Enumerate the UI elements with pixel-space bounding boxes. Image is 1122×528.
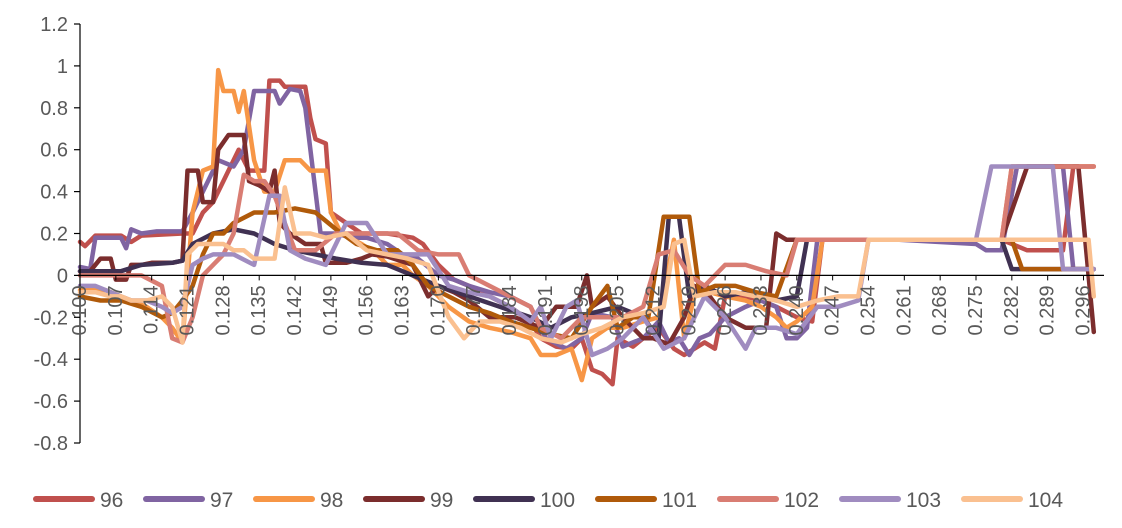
x-tick-label: 0.156 [356,285,378,335]
x-tick-label: 0.198 [571,285,593,335]
x-tick-label: 0.100 [69,285,91,335]
y-tick-label: -0.8 [34,433,68,455]
x-tick-label: 0.149 [320,285,342,335]
plot-area [77,67,1097,387]
x-tick-label: 0.296 [1073,285,1095,335]
x-tick-label: 0.275 [965,285,987,335]
x-tick-label: 0.219 [678,285,700,335]
x-tick-label: 0.177 [463,285,485,335]
y-tick-label: -0.4 [34,349,68,371]
legend-label-99: 99 [430,489,453,512]
y-tick-label: -0.6 [34,391,68,413]
x-tick-label: 0.205 [607,285,629,335]
y-tick-label: 0.8 [40,98,68,120]
series-line-104 [77,185,1097,345]
x-tick-label: 0.247 [822,285,844,335]
x-tick-label: 0.163 [392,285,414,335]
y-tick-label: 1 [57,56,68,78]
x-tick-label: 0.170 [427,285,449,335]
x-tick-label: 0.240 [786,285,808,335]
legend: 96 97 98 99 100 101 102 103 104 [33,489,1063,512]
x-tick-label: 0.254 [857,285,879,335]
x-tick-label: 0.233 [750,285,772,335]
x-tick-label: 0.191 [535,285,557,335]
x-tick-label: 0.184 [499,285,521,335]
legend-label-97: 97 [210,489,233,512]
y-tick-label: -0.2 [34,307,68,329]
x-tick-label: 0.114 [141,285,163,334]
series-line-101 [77,206,1097,341]
x-tick-label: 0.268 [929,285,951,335]
legend-label-103: 103 [906,489,941,512]
x-tick-label: 0.226 [714,285,736,335]
x-tick-label: 0.289 [1037,285,1059,335]
axes: 1.2 1 0.8 0.6 0.4 0.2 0 -0.2 -0.4 -0.6 -0.8 0.100 0.… [34,14,1104,455]
y-tick-label: 1.2 [40,14,68,36]
x-tick-label: 0.107 [105,285,127,335]
x-tick-label: 0.212 [642,285,664,335]
legend-label-104: 104 [1028,489,1063,512]
legend-label-98: 98 [320,489,343,512]
y-tick-label: 0.2 [40,224,68,246]
y-tick-label: 0.6 [40,140,68,162]
x-tick-label: 0.142 [284,285,306,335]
x-tick-label: 0.121 [177,285,199,335]
series-line-97 [77,86,1097,358]
legend-label-101: 101 [662,489,697,512]
x-tick-label: 0.282 [1001,285,1023,335]
x-tick-label: 0.128 [212,285,234,335]
y-tick-label: 0 [57,265,68,287]
y-tick-label: 0.4 [40,182,68,204]
series-line-103 [77,164,1097,358]
legend-label-102: 102 [784,489,819,512]
x-tick-label: 0.135 [248,285,270,335]
legend-label-100: 100 [540,489,575,512]
legend-label-96: 96 [100,489,123,512]
x-tick-label: 0.261 [893,285,915,335]
